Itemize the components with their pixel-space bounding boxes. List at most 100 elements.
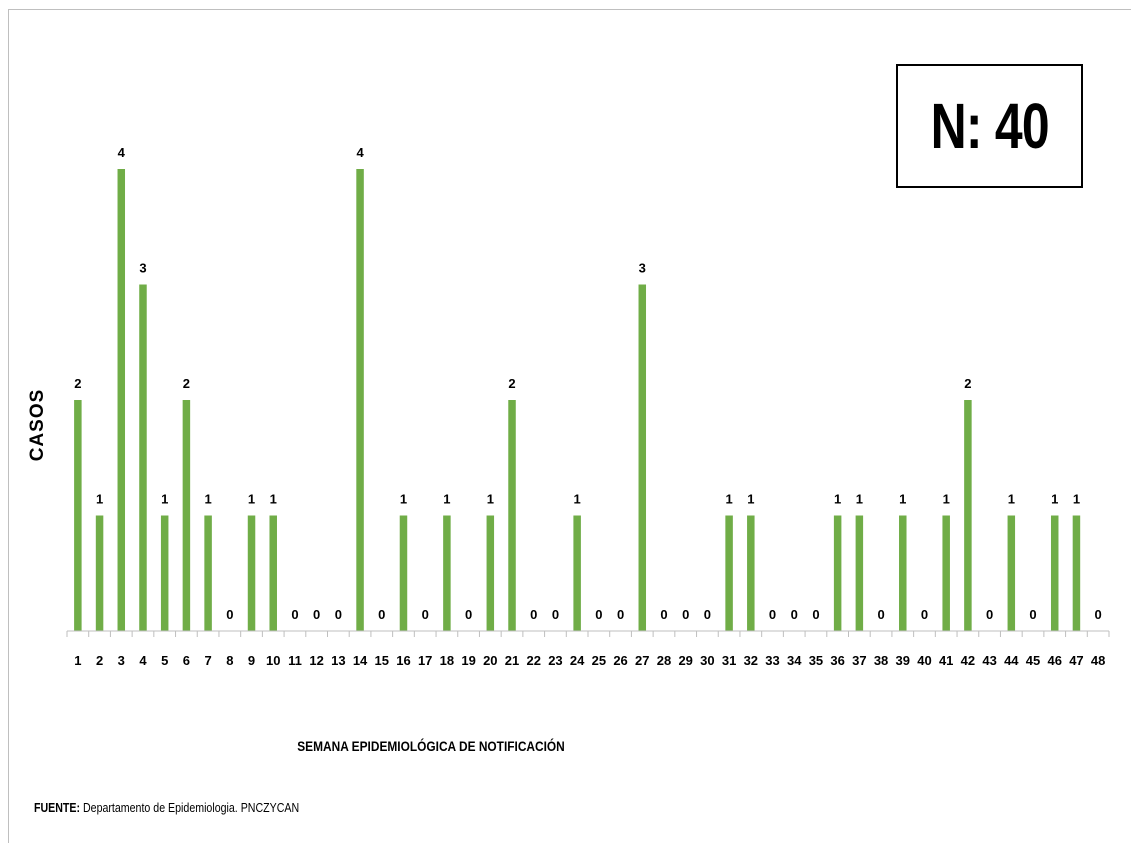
x-tick-label: 44	[1004, 653, 1019, 668]
bar-week-2	[95, 515, 104, 631]
x-tick-label: 46	[1047, 653, 1061, 668]
x-tick-label: 34	[787, 653, 802, 668]
value-label: 0	[921, 607, 928, 622]
bars-group	[74, 169, 1081, 631]
x-tick-label: 13	[331, 653, 345, 668]
bar-week-36	[833, 515, 842, 631]
bar-week-32	[747, 515, 755, 631]
x-tick-label: 11	[288, 653, 302, 668]
x-tick-label: 25	[592, 653, 606, 668]
x-tick-label: 7	[204, 653, 211, 668]
bar-week-46	[1050, 515, 1059, 631]
value-label: 1	[96, 492, 103, 507]
bar-week-37	[855, 515, 864, 631]
total-annotation-box: N: 40	[896, 64, 1083, 188]
value-label: 0	[986, 607, 993, 622]
bar-week-9	[247, 515, 256, 631]
value-label: 0	[769, 607, 776, 622]
value-label: 0	[378, 607, 385, 622]
value-label: 0	[552, 607, 559, 622]
x-axis-ticks	[66, 631, 1110, 637]
value-label: 1	[248, 492, 255, 507]
value-label: 1	[443, 492, 450, 507]
x-tick-label: 12	[309, 653, 323, 668]
value-label: 3	[139, 261, 146, 276]
x-tick-label: 33	[765, 653, 779, 668]
value-label: 0	[226, 607, 233, 622]
bar-week-7	[204, 515, 212, 631]
x-tick-label: 28	[657, 653, 671, 668]
x-tick-label: 2	[96, 653, 103, 668]
value-label: 4	[118, 145, 126, 160]
value-label: 0	[682, 607, 689, 622]
x-tick-label: 14	[353, 653, 368, 668]
value-label: 0	[465, 607, 472, 622]
x-tick-label: 21	[505, 653, 519, 668]
value-label: 2	[964, 376, 971, 391]
value-label: 0	[791, 607, 798, 622]
value-label: 0	[704, 607, 711, 622]
value-label: 1	[834, 492, 841, 507]
value-label: 1	[487, 492, 494, 507]
x-tick-label: 32	[744, 653, 758, 668]
x-axis-tick-labels: 1 2 3 4 5 6 7 8 9 10 11 12 13 14 15 16 17 18 19 20 21 22 23 24 2…	[74, 653, 1105, 668]
value-label: 1	[899, 492, 906, 507]
bar-week-42	[964, 400, 972, 631]
value-label: 1	[943, 492, 950, 507]
value-label: 1	[1008, 492, 1015, 507]
value-label: 2	[508, 376, 515, 391]
value-label: 1	[725, 492, 732, 507]
total-annotation-text: N: 40	[930, 90, 1049, 162]
bar-week-3	[117, 169, 126, 631]
bar-week-44	[1007, 515, 1016, 631]
value-label: 0	[335, 607, 342, 622]
x-tick-label: 18	[440, 653, 454, 668]
bar-week-31	[725, 515, 733, 631]
bar-week-20	[486, 515, 495, 631]
x-tick-label: 3	[118, 653, 125, 668]
value-label: 0	[313, 607, 320, 622]
bar-week-27	[638, 284, 647, 631]
value-label: 0	[617, 607, 624, 622]
x-tick-label: 31	[722, 653, 736, 668]
x-tick-label: 20	[483, 653, 497, 668]
x-tick-label: 35	[809, 653, 823, 668]
x-tick-label: 38	[874, 653, 888, 668]
x-tick-label: 47	[1069, 653, 1083, 668]
value-label: 1	[270, 492, 277, 507]
bar-week-41	[942, 515, 950, 631]
x-tick-label: 24	[570, 653, 585, 668]
bar-week-18	[443, 515, 451, 631]
value-label: 0	[595, 607, 602, 622]
value-label: 1	[400, 492, 407, 507]
chart-frame	[8, 9, 1131, 843]
bar-week-47	[1072, 515, 1081, 631]
value-label: 0	[422, 607, 429, 622]
value-label: 0	[660, 607, 667, 622]
x-tick-label: 42	[961, 653, 975, 668]
value-label: 1	[161, 492, 168, 507]
x-tick-label: 37	[852, 653, 866, 668]
value-label: 0	[291, 607, 298, 622]
value-label: 2	[183, 376, 190, 391]
value-label: 0	[877, 607, 884, 622]
x-tick-label: 27	[635, 653, 649, 668]
value-label: 1	[856, 492, 863, 507]
bar-week-16	[399, 515, 408, 631]
bar-week-39	[899, 515, 907, 631]
x-tick-label: 5	[161, 653, 168, 668]
x-tick-label: 43	[982, 653, 996, 668]
x-tick-label: 30	[700, 653, 714, 668]
bar-week-6	[182, 400, 191, 631]
value-label: 0	[1029, 607, 1036, 622]
source-note: FUENTE: Departamento de Epidemiologia. P…	[34, 801, 299, 815]
value-label: 1	[204, 492, 211, 507]
source-prefix: FUENTE:	[34, 801, 81, 815]
x-tick-label: 1	[74, 653, 81, 668]
bar-week-5	[160, 515, 169, 631]
x-tick-label: 48	[1091, 653, 1105, 668]
x-tick-label: 17	[418, 653, 432, 668]
bar-week-4	[139, 284, 147, 631]
